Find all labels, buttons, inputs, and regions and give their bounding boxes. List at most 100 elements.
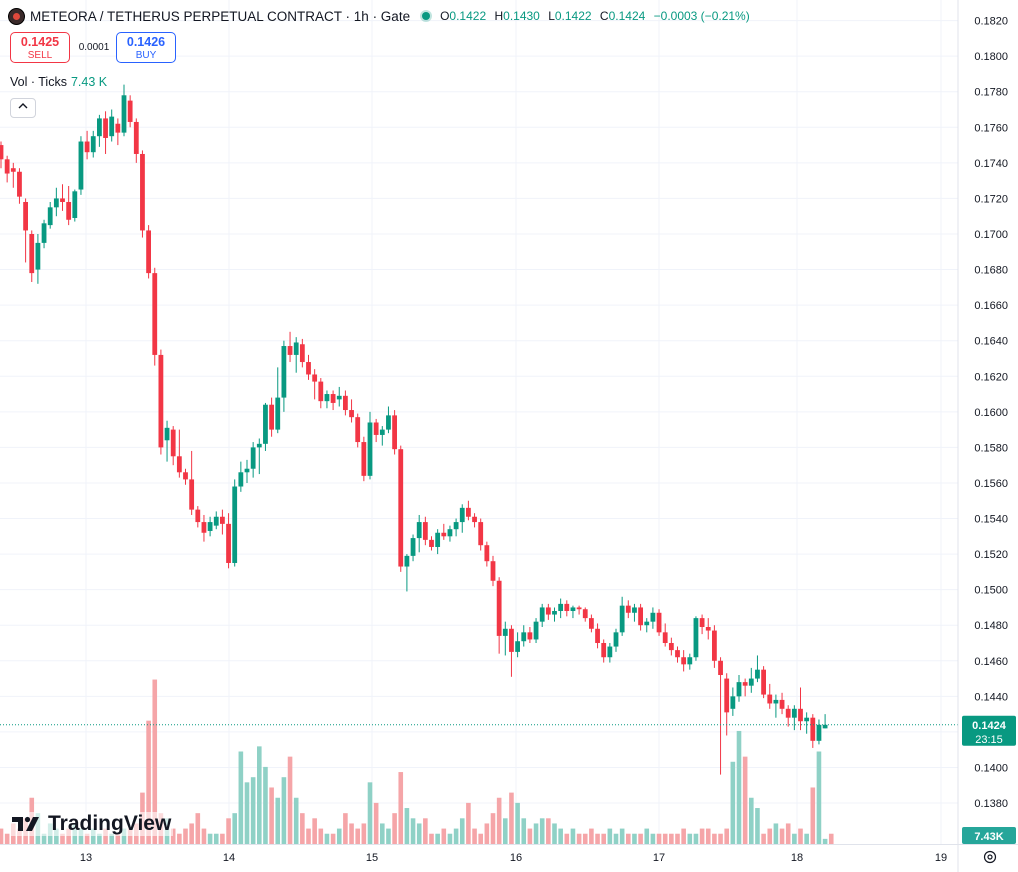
candle (607, 643, 613, 663)
volume-bar (103, 828, 108, 844)
x-tick-label: 18 (791, 852, 803, 864)
market-status-icon[interactable] (422, 12, 431, 20)
x-tick-label: 14 (223, 852, 235, 864)
candle (127, 95, 133, 128)
candle (287, 331, 293, 363)
volume-bar (681, 828, 686, 844)
y-tick-label: 0.1820 (974, 16, 1008, 28)
x-tick-label: 13 (80, 852, 92, 864)
tradingview-logo-icon (12, 816, 39, 831)
candle (687, 653, 693, 670)
volume-bar (269, 787, 274, 844)
candle (238, 461, 244, 492)
candle (576, 605, 582, 615)
candle (299, 338, 305, 368)
time-axis[interactable]: 13 14 15 16 17 18 19 (0, 844, 1018, 865)
y-tick-label: 0.1760 (974, 122, 1008, 134)
candle (201, 514, 207, 542)
volume-bar (459, 818, 465, 844)
candle (263, 402, 268, 451)
volume-bar (263, 766, 268, 844)
candle (767, 683, 773, 709)
symbol-title[interactable]: METEORA / TETHERUS PERPETUAL CONTRACT · … (30, 8, 411, 24)
candle (213, 511, 219, 530)
candle (502, 621, 508, 656)
volume-bar (318, 828, 324, 844)
volume-bar (521, 818, 527, 844)
volume-bar (558, 828, 563, 844)
volume-bar (656, 833, 662, 844)
candle (552, 607, 557, 622)
candle (804, 712, 810, 734)
volume-bar (349, 823, 354, 844)
volume-bar (798, 828, 803, 844)
volume-bar (761, 833, 766, 844)
candle (398, 445, 404, 572)
price-axis[interactable]: 0.13800.14000.14200.14400.14600.14800.15… (957, 0, 1008, 872)
candle (681, 650, 687, 672)
candle (625, 600, 631, 619)
volume-bar (213, 833, 219, 844)
candle (410, 534, 416, 562)
sell-button[interactable]: 0.1425 SELL (10, 32, 70, 63)
candle (466, 500, 471, 521)
candle (293, 337, 299, 373)
candle (232, 479, 238, 567)
volume-label: Vol · Ticks (10, 75, 67, 89)
volume-legend[interactable]: Vol · Ticks 7.43 K (10, 75, 107, 89)
volume-bar (712, 833, 717, 844)
volume-bar (601, 833, 606, 844)
y-tick-label: 0.1600 (974, 407, 1008, 419)
y-tick-label: 0.1380 (974, 798, 1008, 810)
volume-bar (607, 828, 613, 844)
candle (66, 185, 72, 226)
volume-bar (693, 833, 699, 844)
gear-icon[interactable] (982, 849, 998, 865)
sell-label: SELL (27, 50, 53, 61)
volume-bar (54, 828, 59, 844)
candle (638, 603, 643, 631)
candle (23, 198, 28, 263)
buy-button[interactable]: 0.1426 BUY (116, 32, 176, 63)
x-tick-label: 17 (653, 852, 665, 864)
volume-bar (287, 756, 293, 844)
y-tick-label: 0.1500 (974, 585, 1008, 597)
candle (558, 598, 564, 619)
candle (0, 141, 4, 169)
open-label: O (440, 9, 450, 23)
volume-bar (232, 813, 237, 844)
volume-bar (281, 777, 287, 844)
candle (435, 529, 441, 555)
candle (632, 603, 637, 622)
volume-bar (828, 833, 834, 844)
candle (822, 714, 828, 729)
candle (330, 390, 336, 411)
candle (343, 390, 348, 416)
candle (816, 719, 822, 745)
collapse-button[interactable] (10, 98, 36, 118)
chart-grid (0, 0, 958, 844)
candle (355, 413, 361, 448)
volume-bar (257, 746, 262, 844)
candle (220, 509, 225, 535)
volume-bar (386, 828, 391, 844)
volume-bar (515, 802, 520, 844)
volume-badge: 7.43K (962, 827, 1016, 844)
bar-countdown: 23:15 (975, 734, 1003, 746)
tradingview-watermark[interactable]: TradingView (10, 812, 174, 836)
volume-bar (546, 818, 551, 844)
volume-bar (792, 833, 797, 844)
volume-bar (705, 828, 711, 844)
candle (207, 516, 213, 537)
candle (183, 468, 188, 485)
candle (189, 450, 195, 515)
y-tick-label: 0.1620 (974, 371, 1008, 383)
volume-bar (177, 833, 182, 844)
volume-bar (595, 833, 600, 844)
volume-bar (496, 797, 502, 844)
volume-bar (779, 828, 785, 844)
volume-bar (810, 787, 816, 844)
candle (41, 219, 47, 249)
y-tick-label: 0.1400 (974, 762, 1008, 774)
